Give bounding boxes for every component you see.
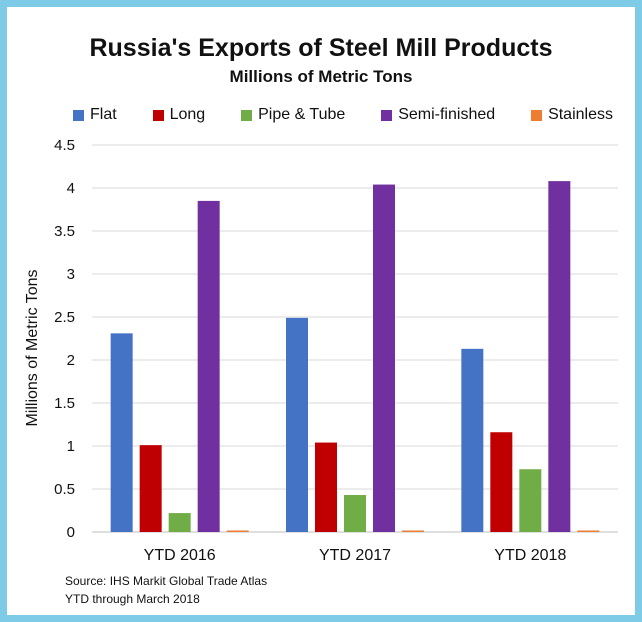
bar-semi-finished <box>197 200 220 532</box>
bar-stainless <box>402 530 424 532</box>
bar-semi-finished <box>548 181 571 532</box>
bar-pipe-tube <box>168 513 191 532</box>
bar-flat <box>110 333 133 532</box>
x-tick-label: YTD 2018 <box>494 547 566 564</box>
bar-pipe-tube <box>519 469 542 532</box>
y-tick-label: 0 <box>67 524 75 541</box>
legend-label-pipe-tube: Pipe & Tube <box>258 106 346 123</box>
source-note: Source: IHS Markit Global Trade Atlas YT… <box>65 572 267 608</box>
y-tick-label: 1 <box>67 438 75 455</box>
bar-semi-finished <box>373 184 395 532</box>
legend-swatch-semi-finished <box>381 109 393 121</box>
bar-long <box>315 442 337 532</box>
ytd-note: YTD through March 2018 <box>65 592 200 606</box>
legend-label-long: Long <box>169 106 206 123</box>
y-tick-label: 2 <box>67 352 75 369</box>
legend-label-flat: Flat <box>90 106 117 123</box>
bar-long <box>490 432 513 532</box>
bar-flat <box>461 348 484 532</box>
legend-item-flat: Flat <box>73 106 117 124</box>
y-tick-label: 0.5 <box>54 481 75 498</box>
legend-swatch-long <box>152 109 164 121</box>
y-tick-label: 1.5 <box>54 395 75 412</box>
legend-swatch-stainless <box>531 109 543 121</box>
bar-flat <box>286 317 308 532</box>
bar-stainless <box>226 530 249 532</box>
y-tick-label: 4 <box>67 180 75 197</box>
x-tick-label: YTD 2016 <box>144 547 216 564</box>
chart-title: Russia's Exports of Steel Mill Products <box>89 34 553 62</box>
legend-label-semi-finished: Semi-finished <box>398 106 496 123</box>
legend-item-semi-finished: Semi-finished <box>381 106 495 124</box>
legend-swatch-flat <box>73 109 84 121</box>
legend-swatch-pipe-tube <box>241 109 253 121</box>
bar-stainless <box>577 530 600 532</box>
x-tick-label: YTD 2017 <box>319 547 391 564</box>
y-tick-label: 4.5 <box>54 137 75 154</box>
legend-item-stainless: Stainless <box>531 106 613 124</box>
source-line: Source: IHS Markit Global Trade Atlas <box>65 574 268 588</box>
chart-subtitle: Millions of Metric Tons <box>229 67 413 86</box>
bar-long <box>139 445 162 532</box>
legend-item-pipe-tube: Pipe & Tube <box>241 106 345 124</box>
chart-legend: Flat Long Pipe & Tube Semi-finished Stai… <box>73 106 613 124</box>
legend-item-long: Long <box>152 106 206 124</box>
y-tick-label: 3 <box>67 266 75 283</box>
y-tick-label: 2.5 <box>54 309 75 326</box>
y-tick-label: 3.5 <box>54 223 75 240</box>
legend-label-stainless: Stainless <box>548 106 613 123</box>
bar-pipe-tube <box>344 495 366 532</box>
